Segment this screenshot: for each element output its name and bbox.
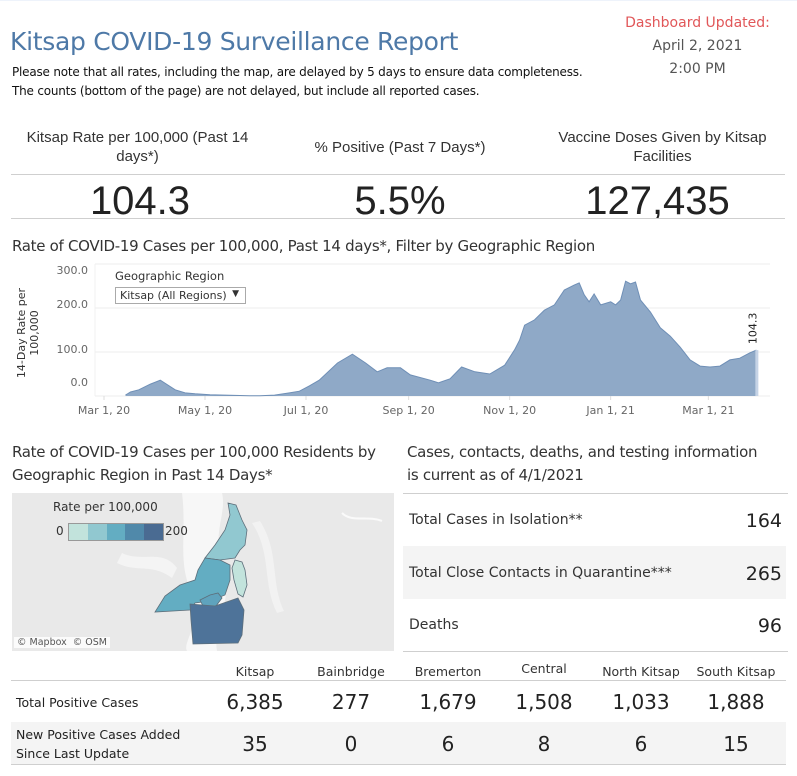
legend-swatch-2 <box>106 524 126 540</box>
y-tick-label: 300.0 <box>57 264 89 277</box>
map-title: Rate of COVID-19 Cases per 100,000 Resid… <box>12 441 402 487</box>
total-bremerton: 1,679 <box>419 690 477 714</box>
rate-line <box>125 280 757 397</box>
region-map[interactable]: Rate per 100,000 0 200 © Mapbox © OSM <box>12 493 394 651</box>
map-legend-title: Rate per 100,000 <box>53 500 158 514</box>
map-title-line2: Geographic Region in Past 14 Days* <box>12 466 273 484</box>
info-title-line1: Cases, contacts, deaths, and testing inf… <box>407 443 758 461</box>
top-border <box>0 0 797 1</box>
new-cases-label: New Positive Cases Added Since Last Upda… <box>16 725 180 763</box>
legend-swatch-3 <box>125 524 145 540</box>
kpi-divider-bottom <box>11 218 785 219</box>
kpi-positive-value: 5.5% <box>354 179 446 223</box>
table-header-divider <box>11 680 786 681</box>
legend-swatch-4 <box>144 524 163 540</box>
latest-value-label: 104.3 <box>746 313 759 345</box>
region-bainbridge[interactable] <box>231 559 248 598</box>
map-attribution[interactable]: © Mapbox © OSM <box>14 637 111 648</box>
x-tick-label: Jan 1, 21 <box>585 404 634 417</box>
table-bottom-divider <box>11 764 786 765</box>
rate-area-chart[interactable]: 0.0 100.0 200.0 300.0 Mar 1, 20 May 1, 20 Jul… <box>0 260 797 420</box>
new-cases-label-line1: New Positive Cases Added <box>16 727 181 742</box>
x-tick-label: Jul 1, 20 <box>283 404 329 417</box>
col-north-kitsap: North Kitsap <box>602 664 680 679</box>
new-south-kitsap: 15 <box>723 732 749 756</box>
delay-note: Please note that all rates, including th… <box>12 65 583 79</box>
y-tick-label: 200.0 <box>57 298 89 311</box>
region-north-kitsap[interactable] <box>204 502 248 561</box>
filter-label: Geographic Region <box>115 269 225 283</box>
total-positive-label: Total Positive Cases <box>16 695 139 710</box>
info-divider-bottom <box>403 651 788 652</box>
y-tick-label: 0.0 <box>71 376 89 389</box>
deaths-label: Deaths <box>409 617 459 633</box>
total-central: 1,508 <box>515 690 573 714</box>
col-bremerton: Bremerton <box>414 664 482 679</box>
map-svg <box>117 493 383 651</box>
x-tick-label: Sep 1, 20 <box>383 404 435 417</box>
isolation-value: 164 <box>745 510 782 532</box>
x-tick-label: Nov 1, 20 <box>483 404 536 417</box>
kpi-divider-top <box>11 174 785 175</box>
kpi-vaccine-label: Vaccine Doses Given by Kitsap Facilities <box>558 129 767 165</box>
col-south-kitsap: South Kitsap <box>696 664 776 679</box>
page-title: Kitsap COVID-19 Surveillance Report <box>10 27 459 56</box>
quarantine-value: 265 <box>745 563 782 585</box>
kpi-rate-value: 104.3 <box>89 179 191 223</box>
new-bremerton: 6 <box>441 732 455 756</box>
x-tick-label: Mar 1, 21 <box>682 404 734 417</box>
deaths-value: 96 <box>757 615 782 637</box>
dashboard-updated-label: Dashboard Updated: <box>625 15 770 31</box>
total-bainbridge: 277 <box>331 690 371 714</box>
dropdown-value: Kitsap (All Regions) <box>120 289 227 302</box>
legend-swatch-0 <box>69 524 88 540</box>
rate-chart-title: Rate of COVID-19 Cases per 100,000, Past… <box>12 237 595 255</box>
info-title: Cases, contacts, deaths, and testing inf… <box>407 441 792 487</box>
region-south-kitsap[interactable] <box>189 597 245 645</box>
kpi-rate-label: Kitsap Rate per 100,000 (Past 14 days*) <box>26 129 249 165</box>
new-cases-label-line2: Since Last Update <box>16 746 130 761</box>
col-central: Central <box>521 661 567 676</box>
kpi-vaccine-value: 127,435 <box>585 179 730 223</box>
total-south-kitsap: 1,888 <box>707 690 765 714</box>
isolation-label: Total Cases in Isolation** <box>409 512 583 528</box>
map-title-line1: Rate of COVID-19 Cases per 100,000 Resid… <box>12 443 376 461</box>
total-kitsap: 6,385 <box>226 690 284 714</box>
geographic-region-dropdown[interactable]: Kitsap (All Regions) ▼ <box>115 287 246 304</box>
y-tick-label: 100.0 <box>57 343 89 356</box>
counts-note: The counts (bottom of the page) are not … <box>12 84 480 98</box>
latest-value-highlight <box>755 350 759 396</box>
updated-date: April 2, 2021 <box>652 38 743 54</box>
water-east <box>252 521 284 613</box>
map-legend-max: 200 <box>165 524 188 538</box>
updated-time: 2:00 PM <box>669 61 726 77</box>
x-axis-ticks: Mar 1, 20 May 1, 20 Jul 1, 20 Sep 1, 20 Nov … <box>78 396 734 417</box>
x-tick-label: Mar 1, 20 <box>78 404 130 417</box>
dropdown-arrow-icon: ▼ <box>232 289 239 299</box>
map-legend-scale <box>68 523 164 541</box>
total-north-kitsap: 1,033 <box>612 690 670 714</box>
info-divider-top <box>403 493 788 494</box>
quarantine-label: Total Close Contacts in Quarantine*** <box>409 565 672 581</box>
info-title-line2: is current as of 4/1/2021 <box>407 466 584 484</box>
info-row-band <box>403 546 786 599</box>
new-central: 8 <box>537 732 551 756</box>
new-cases-row-band <box>11 722 786 764</box>
kpi-positive-label: % Positive (Past 7 Days*) <box>314 138 486 156</box>
water-hood-canal <box>117 553 177 578</box>
new-bainbridge: 0 <box>344 732 358 756</box>
water-river <box>341 512 383 522</box>
map-legend-min: 0 <box>56 524 64 538</box>
col-bainbridge: Bainbridge <box>317 664 385 679</box>
col-kitsap: Kitsap <box>235 664 275 679</box>
x-tick-label: May 1, 20 <box>178 404 232 417</box>
new-kitsap: 35 <box>242 732 268 756</box>
rate-area[interactable] <box>125 281 757 396</box>
y-axis-ticks: 0.0 100.0 200.0 300.0 <box>57 264 89 389</box>
new-north-kitsap: 6 <box>634 732 648 756</box>
legend-swatch-1 <box>87 524 107 540</box>
